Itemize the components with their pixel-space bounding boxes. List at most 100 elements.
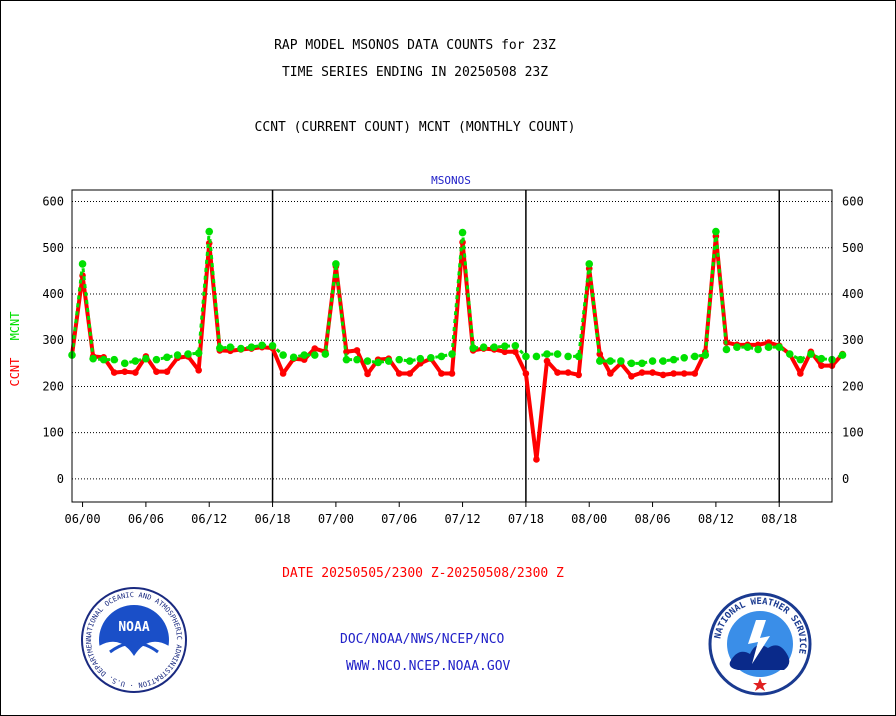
data-point-ccnt bbox=[121, 368, 129, 375]
data-point-ccnt bbox=[512, 348, 519, 356]
y-tick-label-right: 400 bbox=[842, 287, 864, 301]
date-range: DATE 20250505/2300 Z-20250508/2300 Z bbox=[282, 566, 564, 581]
data-point-mcnt bbox=[500, 342, 509, 351]
data-point-ccnt bbox=[638, 369, 646, 376]
y-tick-label-right: 500 bbox=[842, 241, 864, 255]
y-tick-label-right: 300 bbox=[842, 333, 864, 347]
data-point-mcnt bbox=[120, 359, 129, 368]
data-point-mcnt bbox=[764, 343, 773, 351]
data-point-ccnt bbox=[448, 370, 456, 377]
series-line-mcnt bbox=[70, 230, 844, 365]
data-point-ccnt bbox=[797, 370, 804, 377]
data-point-ccnt bbox=[195, 366, 202, 374]
data-point-mcnt bbox=[448, 350, 456, 358]
data-point-mcnt bbox=[469, 344, 477, 352]
x-tick-label: 07/06 bbox=[381, 512, 417, 526]
data-point-mcnt bbox=[131, 357, 140, 365]
data-point-mcnt bbox=[458, 228, 467, 237]
data-point-mcnt bbox=[110, 355, 119, 364]
data-point-ccnt bbox=[279, 370, 287, 377]
data-point-mcnt bbox=[184, 350, 192, 358]
data-point-mcnt bbox=[511, 341, 520, 350]
data-point-mcnt bbox=[416, 354, 425, 363]
nco-website-link[interactable]: WWW.NCO.NCEP.NOAA.GOV bbox=[346, 659, 511, 674]
data-point-mcnt bbox=[606, 357, 615, 365]
data-point-ccnt bbox=[533, 456, 540, 463]
data-point-mcnt bbox=[226, 343, 235, 351]
y-tick-label-right: 0 bbox=[842, 472, 849, 486]
data-point-mcnt bbox=[332, 260, 340, 268]
plot-border bbox=[71, 189, 833, 503]
x-tick-label: 08/06 bbox=[634, 512, 670, 526]
data-point-mcnt bbox=[353, 355, 361, 364]
line-chart: MSONOS 0 100 200 300 400 500 600 0 100 200 300 400… bbox=[8, 174, 864, 526]
x-tick-label: 06/00 bbox=[64, 512, 100, 526]
x-tick-label: 08/12 bbox=[698, 512, 734, 526]
data-point-mcnt bbox=[532, 352, 541, 361]
data-point-mcnt bbox=[215, 344, 224, 352]
data-point-mcnt bbox=[669, 355, 678, 364]
data-point-ccnt bbox=[575, 371, 582, 379]
data-point-mcnt bbox=[490, 343, 499, 351]
series-mcnt bbox=[68, 227, 847, 368]
x-tick-label: 07/12 bbox=[444, 512, 480, 526]
data-point-mcnt bbox=[142, 354, 150, 363]
data-point-mcnt bbox=[163, 353, 171, 362]
data-point-mcnt bbox=[690, 352, 699, 361]
x-tick-label: 07/00 bbox=[318, 512, 354, 526]
data-point-mcnt bbox=[310, 351, 319, 359]
y-tick-label-left: 500 bbox=[42, 241, 64, 255]
data-point-mcnt bbox=[300, 351, 309, 359]
data-point-ccnt bbox=[564, 369, 572, 376]
y-tick-label-right: 600 bbox=[842, 195, 864, 209]
ylabel-ccnt: CCNT bbox=[8, 358, 22, 387]
x-tick-label: 08/18 bbox=[761, 512, 797, 526]
data-point-mcnt bbox=[680, 353, 689, 362]
data-point-ccnt bbox=[438, 370, 445, 377]
data-point-ccnt bbox=[163, 368, 171, 375]
svg-text:NOAA: NOAA bbox=[118, 620, 149, 635]
y-tick-label-left: 100 bbox=[42, 426, 64, 440]
data-point-ccnt bbox=[818, 362, 825, 369]
y-tick-label-left: 400 bbox=[42, 287, 64, 301]
data-point-mcnt bbox=[427, 353, 435, 362]
y-ticks-right: 0 100 200 300 400 500 600 bbox=[842, 195, 864, 486]
data-point-ccnt bbox=[680, 370, 688, 377]
data-point-mcnt bbox=[595, 357, 604, 365]
data-point-mcnt bbox=[543, 350, 551, 358]
x-tick-label: 06/12 bbox=[191, 512, 227, 526]
data-point-ccnt bbox=[110, 369, 118, 376]
data-point-ccnt bbox=[153, 368, 160, 375]
data-point-mcnt bbox=[237, 344, 245, 353]
data-point-ccnt bbox=[691, 370, 699, 377]
data-point-ccnt bbox=[554, 369, 561, 376]
chart-title-line2: TIME SERIES ENDING IN 20250508 23Z bbox=[281, 65, 549, 80]
data-point-mcnt bbox=[522, 352, 530, 361]
y-tick-label-right: 200 bbox=[842, 379, 864, 393]
data-point-ccnt bbox=[353, 347, 361, 354]
data-point-mcnt bbox=[585, 260, 594, 268]
day-separators bbox=[271, 190, 780, 502]
y-tick-label-left: 0 bbox=[57, 472, 64, 486]
x-tick-label: 08/00 bbox=[571, 512, 607, 526]
x-ticks: 06/00 06/06 06/12 06/18 07/00 07/06 07/12 07/18… bbox=[64, 502, 797, 526]
y-axis-label: CCNT MCNT bbox=[8, 311, 22, 386]
data-point-mcnt bbox=[258, 341, 266, 350]
data-point-ccnt bbox=[522, 370, 530, 377]
data-point-mcnt bbox=[627, 359, 636, 368]
data-point-mcnt bbox=[638, 359, 646, 368]
y-tick-label-right: 100 bbox=[842, 426, 864, 440]
data-point-mcnt bbox=[279, 351, 287, 359]
data-point-mcnt bbox=[363, 357, 372, 365]
data-point-mcnt bbox=[321, 350, 330, 358]
data-point-mcnt bbox=[89, 354, 97, 363]
noaa-org-link[interactable]: DOC/NOAA/NWS/NCEP/NCO bbox=[340, 632, 505, 647]
data-point-mcnt bbox=[384, 357, 393, 365]
data-point-mcnt bbox=[796, 355, 805, 364]
data-point-mcnt bbox=[268, 341, 277, 350]
data-point-mcnt bbox=[194, 349, 203, 357]
data-point-mcnt bbox=[78, 260, 87, 268]
data-point-ccnt bbox=[670, 370, 677, 377]
data-point-mcnt bbox=[785, 350, 794, 358]
data-point-mcnt bbox=[648, 357, 657, 365]
